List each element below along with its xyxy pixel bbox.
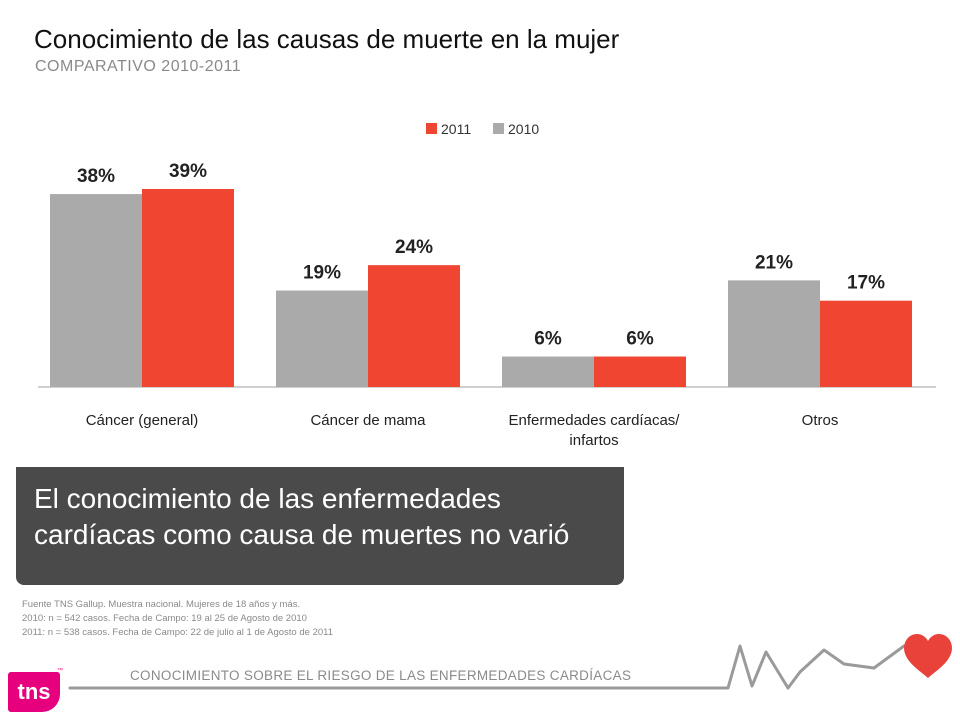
bar-chart: 38% 39% Cáncer (general) 19% 24% Cáncer de ma… bbox=[38, 121, 936, 449]
category-label-2: Cáncer de mama bbox=[310, 412, 426, 429]
source-line-2: 2010: n = 542 casos. Fecha de Campo: 19 … bbox=[22, 613, 307, 624]
data-label-2010-1: 38% bbox=[77, 166, 115, 187]
data-label-2011-2: 24% bbox=[395, 237, 433, 258]
data-label-2011-3: 6% bbox=[626, 329, 654, 350]
bar-2011-3 bbox=[594, 356, 686, 387]
callout-line-2: cardíacas como causa de muertes no varió bbox=[34, 519, 570, 550]
category-label-3-line-1: Enfermedades cardíacas/ bbox=[509, 412, 681, 429]
data-label-2011-1: 39% bbox=[169, 161, 207, 182]
bar-2011-1 bbox=[142, 189, 234, 387]
source-note: Fuente TNS Gallup. Muestra nacional. Muj… bbox=[22, 598, 333, 640]
bar-2010-3 bbox=[502, 356, 594, 387]
bar-2010-4 bbox=[728, 280, 820, 387]
heartbeat-line-icon bbox=[68, 644, 906, 690]
data-label-2010-4: 21% bbox=[755, 252, 793, 273]
legend-swatch-2011 bbox=[426, 123, 437, 134]
category-label-3-line-2: infartos bbox=[569, 432, 618, 449]
category-label-4: Otros bbox=[802, 412, 839, 429]
bar-2011-4 bbox=[820, 300, 912, 387]
callout-text: El conocimiento de las enfermedades card… bbox=[34, 481, 614, 553]
data-label-2010-2: 19% bbox=[303, 263, 341, 284]
bar-2011-2 bbox=[368, 265, 460, 387]
bar-2010-1 bbox=[50, 194, 142, 387]
bar-2010-2 bbox=[276, 290, 368, 387]
source-line-3: 2011: n = 538 casos. Fecha de Campo: 22 … bbox=[22, 627, 333, 638]
tns-logo: tns bbox=[8, 672, 60, 712]
footer-text: CONOCIMIENTO SOBRE EL RIESGO DE LAS ENFE… bbox=[130, 668, 632, 683]
trademark-mark: ™ bbox=[57, 668, 63, 674]
legend-label-2011: 2011 bbox=[441, 121, 471, 137]
callout-box: El conocimiento de las enfermedades card… bbox=[16, 467, 624, 585]
category-label-1: Cáncer (general) bbox=[86, 412, 199, 429]
page-title: Conocimiento de las causas de muerte en … bbox=[34, 24, 620, 54]
data-label-2011-4: 17% bbox=[847, 273, 885, 294]
data-label-2010-3: 6% bbox=[534, 329, 562, 350]
page-subtitle: COMPARATIVO 2010-2011 bbox=[35, 58, 242, 75]
callout-line-1: El conocimiento de las enfermedades bbox=[34, 483, 501, 514]
legend-label-2010: 2010 bbox=[508, 121, 539, 137]
source-line-1: Fuente TNS Gallup. Muestra nacional. Muj… bbox=[22, 599, 301, 610]
heart-icon bbox=[904, 634, 952, 678]
legend-swatch-2010 bbox=[493, 123, 504, 134]
